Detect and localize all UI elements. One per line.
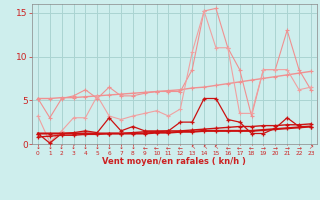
X-axis label: Vent moyen/en rafales ( kn/h ): Vent moyen/en rafales ( kn/h ) <box>102 157 246 166</box>
